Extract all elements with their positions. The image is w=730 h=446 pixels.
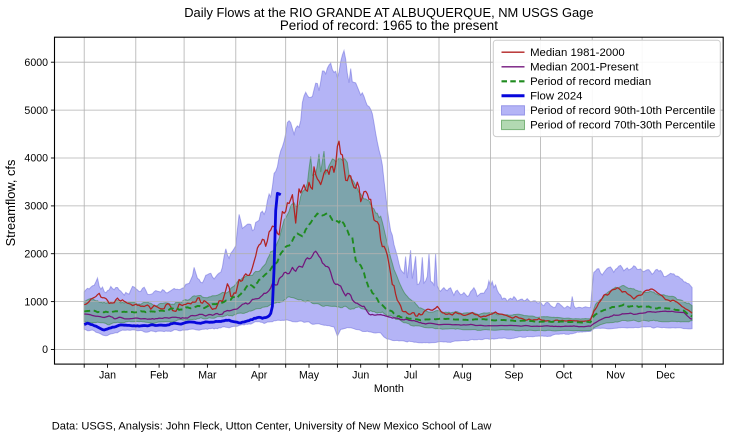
svg-text:Period of record 90th-10th Per: Period of record 90th-10th Percentile [530, 105, 715, 117]
svg-text:Daily Flows at the RIO GRANDE: Daily Flows at the RIO GRANDE AT ALBUQUE… [184, 5, 593, 20]
svg-text:Data: USGS, Analysis: John Fle: Data: USGS, Analysis: John Fleck, Utton … [52, 421, 493, 433]
svg-text:Streamflow, cfs: Streamflow, cfs [3, 160, 18, 247]
svg-text:Flow 2024: Flow 2024 [530, 91, 582, 103]
svg-text:1000: 1000 [24, 296, 48, 308]
svg-text:Median 2001-Present: Median 2001-Present [530, 62, 639, 74]
svg-text:4000: 4000 [24, 153, 48, 165]
svg-text:Jul: Jul [404, 370, 418, 382]
svg-text:Nov: Nov [606, 370, 626, 382]
svg-text:May: May [299, 370, 320, 382]
svg-text:5000: 5000 [24, 105, 48, 117]
svg-text:Feb: Feb [150, 370, 168, 382]
svg-text:Oct: Oct [556, 370, 573, 382]
svg-text:Period of record 70th-30th Per: Period of record 70th-30th Percentile [530, 120, 715, 132]
svg-text:2000: 2000 [24, 248, 48, 260]
svg-text:6000: 6000 [24, 57, 48, 69]
svg-text:Period of record: 1965 to the: Period of record: 1965 to the present [280, 18, 498, 33]
svg-text:Mar: Mar [198, 370, 217, 382]
svg-text:Median 1981-2000: Median 1981-2000 [530, 47, 625, 59]
svg-text:Sep: Sep [504, 370, 523, 382]
svg-text:Jan: Jan [99, 370, 116, 382]
svg-text:Jun: Jun [352, 370, 369, 382]
svg-text:Aug: Aug [453, 370, 472, 382]
svg-text:3000: 3000 [24, 201, 48, 213]
svg-text:Period of record median: Period of record median [530, 76, 651, 88]
svg-text:0: 0 [42, 344, 48, 356]
svg-text:Dec: Dec [656, 370, 676, 382]
svg-text:Month: Month [374, 383, 404, 395]
svg-text:Apr: Apr [251, 370, 268, 382]
